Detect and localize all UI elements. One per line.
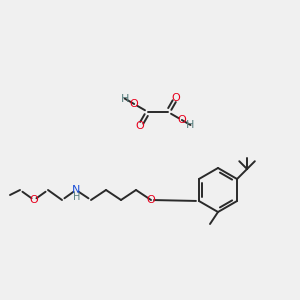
Text: O: O [178,115,186,125]
Text: O: O [172,93,180,103]
Text: H: H [186,120,195,130]
Text: N: N [72,185,80,195]
Text: O: O [147,195,155,205]
Text: O: O [136,121,144,131]
Text: H: H [120,94,129,103]
Text: O: O [130,99,139,109]
Text: H: H [73,192,81,202]
Text: O: O [30,195,38,205]
